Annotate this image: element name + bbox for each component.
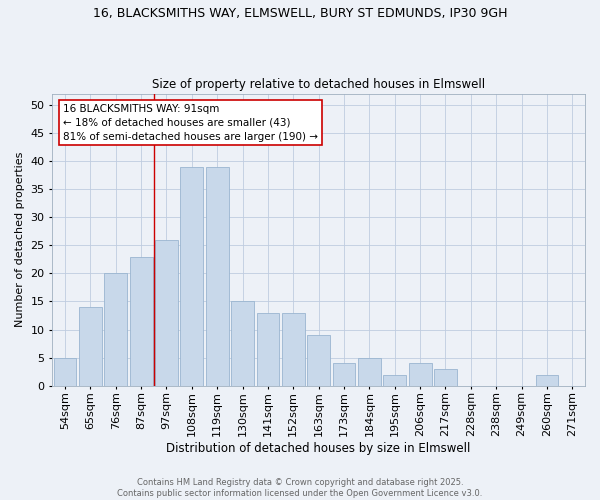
Bar bbox=[332, 364, 355, 386]
Text: 16 BLACKSMITHS WAY: 91sqm
← 18% of detached houses are smaller (43)
81% of semi-: 16 BLACKSMITHS WAY: 91sqm ← 18% of detac… bbox=[63, 104, 318, 142]
Bar bbox=[79, 307, 102, 386]
Bar bbox=[130, 256, 152, 386]
Bar bbox=[181, 166, 203, 386]
Bar bbox=[409, 364, 431, 386]
Bar bbox=[104, 274, 127, 386]
Bar bbox=[53, 358, 76, 386]
Text: 16, BLACKSMITHS WAY, ELMSWELL, BURY ST EDMUNDS, IP30 9GH: 16, BLACKSMITHS WAY, ELMSWELL, BURY ST E… bbox=[93, 8, 507, 20]
Bar bbox=[231, 302, 254, 386]
Bar bbox=[434, 369, 457, 386]
Bar bbox=[358, 358, 381, 386]
Bar bbox=[383, 374, 406, 386]
Text: Contains HM Land Registry data © Crown copyright and database right 2025.
Contai: Contains HM Land Registry data © Crown c… bbox=[118, 478, 482, 498]
Bar bbox=[536, 374, 559, 386]
Bar bbox=[307, 335, 330, 386]
Title: Size of property relative to detached houses in Elmswell: Size of property relative to detached ho… bbox=[152, 78, 485, 91]
Bar bbox=[257, 312, 280, 386]
Bar bbox=[282, 312, 305, 386]
Bar bbox=[206, 166, 229, 386]
Y-axis label: Number of detached properties: Number of detached properties bbox=[15, 152, 25, 328]
X-axis label: Distribution of detached houses by size in Elmswell: Distribution of detached houses by size … bbox=[166, 442, 471, 455]
Bar bbox=[155, 240, 178, 386]
